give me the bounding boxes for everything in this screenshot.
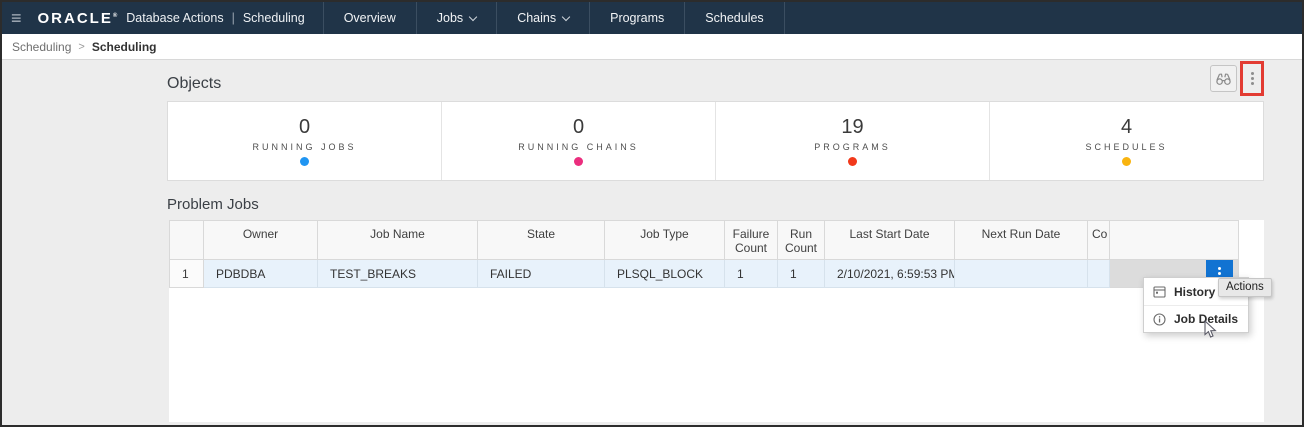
oracle-logo: ORACLE® bbox=[37, 9, 118, 27]
tab-programs[interactable]: Programs bbox=[589, 2, 684, 34]
col-header-run-count[interactable]: Run Count bbox=[777, 220, 825, 260]
top-navigation-bar: ≡ ORACLE® Database Actions | Scheduling … bbox=[2, 2, 1302, 34]
running-chains-dot bbox=[574, 157, 583, 166]
hamburger-menu-icon[interactable]: ≡ bbox=[11, 8, 22, 28]
problem-jobs-table: Owner Job Name State Job Type Failure Co… bbox=[169, 220, 1239, 288]
breadcrumb-current: Scheduling bbox=[91, 39, 157, 54]
nav-tabs: Overview Jobs Chains Programs Schedules bbox=[322, 2, 785, 34]
schedules-dot bbox=[1122, 157, 1131, 166]
problem-jobs-section-title: Problem Jobs bbox=[167, 196, 259, 213]
cell-rownum: 1 bbox=[169, 259, 204, 288]
info-icon bbox=[1153, 312, 1166, 326]
breadcrumb: Scheduling > Scheduling bbox=[2, 34, 1302, 60]
tab-chains[interactable]: Chains bbox=[496, 2, 589, 34]
col-header-job-name[interactable]: Job Name bbox=[317, 220, 478, 260]
nav-branding: ≡ ORACLE® Database Actions | Scheduling bbox=[2, 2, 305, 34]
cell-state: FAILED bbox=[477, 259, 605, 288]
breadcrumb-root[interactable]: Scheduling bbox=[12, 39, 72, 54]
chevron-down-icon bbox=[561, 12, 571, 21]
cell-next-run-date bbox=[954, 259, 1088, 288]
cell-clipped bbox=[1087, 259, 1110, 288]
col-header-clipped[interactable]: Co bbox=[1087, 220, 1110, 260]
schedules-count: 4 bbox=[1120, 116, 1133, 138]
card-schedules[interactable]: 4 SCHEDULES bbox=[990, 102, 1263, 180]
cell-job-type: PLSQL_BLOCK bbox=[604, 259, 725, 288]
cell-last-start-date: 2/10/2021, 6:59:53 PM bbox=[824, 259, 955, 288]
registered-mark: ® bbox=[112, 12, 118, 19]
col-header-owner[interactable]: Owner bbox=[203, 220, 318, 260]
menu-item-job-details[interactable]: Job Details bbox=[1144, 305, 1248, 332]
tab-jobs[interactable]: Jobs bbox=[415, 2, 496, 34]
tab-overview[interactable]: Overview bbox=[322, 2, 416, 34]
card-running-jobs[interactable]: 0 RUNNING JOBS bbox=[168, 102, 442, 180]
product-name: Database Actions bbox=[126, 11, 224, 25]
objects-summary-cards: 0 RUNNING JOBS 0 RUNNING CHAINS 19 PROGR… bbox=[167, 101, 1264, 181]
programs-count: 19 bbox=[841, 116, 864, 138]
page-actions-kebab-button[interactable] bbox=[1250, 72, 1254, 85]
cell-run-count: 1 bbox=[777, 259, 825, 288]
schedules-label: SCHEDULES bbox=[1085, 142, 1168, 152]
objects-section-title: Objects bbox=[167, 75, 222, 92]
running-chains-count: 0 bbox=[572, 116, 585, 138]
annotation-highlight-box bbox=[1240, 61, 1264, 96]
programs-dot bbox=[848, 157, 857, 166]
table-row[interactable]: 1 PDBDBA TEST_BREAKS FAILED PLSQL_BLOCK … bbox=[169, 259, 1239, 288]
col-header-job-type[interactable]: Job Type bbox=[604, 220, 725, 260]
running-jobs-count: 0 bbox=[298, 116, 311, 138]
running-chains-label: RUNNING CHAINS bbox=[518, 142, 639, 152]
col-header-last-start-date[interactable]: Last Start Date bbox=[824, 220, 955, 260]
card-running-chains[interactable]: 0 RUNNING CHAINS bbox=[442, 102, 716, 180]
tab-schedules[interactable]: Schedules bbox=[684, 2, 785, 34]
col-header-rownum bbox=[169, 220, 204, 260]
problem-jobs-table-panel: Owner Job Name State Job Type Failure Co… bbox=[169, 220, 1264, 422]
cell-owner: PDBDBA bbox=[203, 259, 318, 288]
title-separator: | bbox=[231, 11, 235, 25]
running-jobs-dot bbox=[300, 157, 309, 166]
col-header-state[interactable]: State bbox=[477, 220, 605, 260]
actions-tooltip: Actions bbox=[1218, 278, 1272, 297]
binoculars-icon bbox=[1216, 73, 1231, 85]
cell-failure-count: 1 bbox=[724, 259, 778, 288]
breadcrumb-separator: > bbox=[78, 40, 85, 53]
find-objects-button[interactable] bbox=[1210, 65, 1237, 92]
calendar-icon bbox=[1153, 286, 1166, 298]
card-programs[interactable]: 19 PROGRAMS bbox=[716, 102, 990, 180]
programs-label: PROGRAMS bbox=[814, 142, 891, 152]
content-area: Objects 0 RUNNING JOBS 0 RUNNING CHAINS … bbox=[2, 73, 1302, 425]
chevron-down-icon bbox=[468, 12, 478, 21]
app-name: Scheduling bbox=[242, 11, 305, 25]
running-jobs-label: RUNNING JOBS bbox=[252, 142, 357, 152]
cell-job-name: TEST_BREAKS bbox=[317, 259, 478, 288]
col-header-actions bbox=[1109, 220, 1239, 260]
col-header-failure-count[interactable]: Failure Count bbox=[724, 220, 778, 260]
table-header-row: Owner Job Name State Job Type Failure Co… bbox=[169, 220, 1239, 260]
mouse-cursor bbox=[1203, 319, 1218, 344]
col-header-next-run-date[interactable]: Next Run Date bbox=[954, 220, 1088, 260]
